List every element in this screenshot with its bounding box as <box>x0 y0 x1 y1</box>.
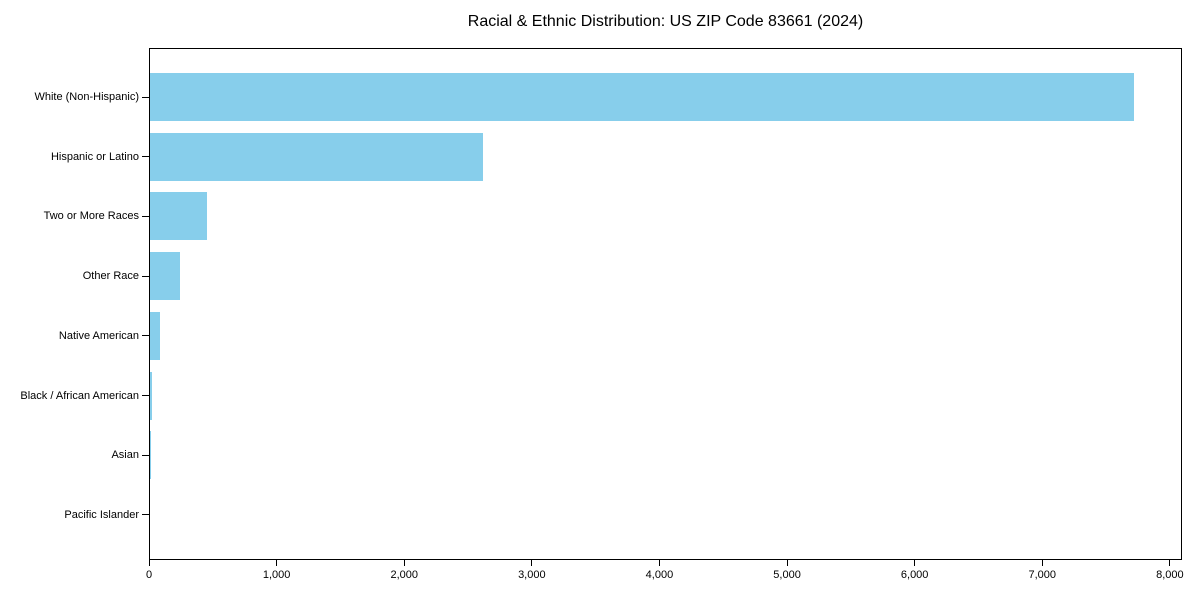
x-tick-label: 7,000 <box>1028 569 1057 581</box>
y-tick-mark <box>142 96 149 98</box>
x-tick-label: 4,000 <box>645 569 674 581</box>
bar-native-american <box>150 311 160 360</box>
y-tick-label: Asian <box>111 449 139 462</box>
bar-hispanic-or-latino <box>150 132 483 181</box>
y-tick-mark <box>142 156 149 158</box>
y-tick-mark <box>142 215 149 217</box>
x-tick-mark <box>148 560 150 566</box>
bar-asian <box>150 431 151 480</box>
x-tick-mark <box>1169 560 1171 566</box>
y-tick-label: White (Non-Hispanic) <box>34 91 139 103</box>
bar-other-race <box>150 252 181 301</box>
y-tick-mark <box>142 275 149 277</box>
y-tick-mark <box>142 335 149 337</box>
x-tick-mark <box>786 560 788 566</box>
x-tick-label: 1,000 <box>262 569 291 581</box>
chart-title: Racial & Ethnic Distribution: US ZIP Cod… <box>467 13 864 30</box>
x-tick-mark <box>914 560 916 566</box>
x-tick-label: 6,000 <box>900 569 929 581</box>
y-tick-label: Native American <box>58 329 139 342</box>
bar-black-african-american <box>150 371 152 420</box>
x-tick-label: 5,000 <box>773 569 801 581</box>
y-tick-mark <box>142 454 149 456</box>
y-tick-label: Hispanic or Latino <box>50 150 139 163</box>
y-tick-mark <box>142 514 149 516</box>
bar-two-or-more-races <box>150 192 207 241</box>
plot-area <box>149 48 1182 560</box>
x-tick-label: 8,000 <box>1156 569 1184 581</box>
x-tick-label: 2,000 <box>390 569 418 581</box>
x-tick-mark <box>658 560 660 566</box>
x-tick-mark <box>276 560 278 566</box>
y-tick-label: Two or More Races <box>43 210 139 223</box>
x-tick-mark <box>1041 560 1043 566</box>
x-tick-label: 0 <box>145 569 153 581</box>
y-tick-mark <box>142 395 149 396</box>
y-tick-label: Pacific Islander <box>64 508 139 521</box>
y-tick-label: Black / African American <box>20 389 139 402</box>
x-tick-label: 3,000 <box>518 569 546 581</box>
bar-white-non-hispanic <box>150 73 1134 121</box>
y-tick-label: Other Race <box>82 270 139 283</box>
x-tick-mark <box>403 560 405 566</box>
x-tick-mark <box>531 560 533 566</box>
